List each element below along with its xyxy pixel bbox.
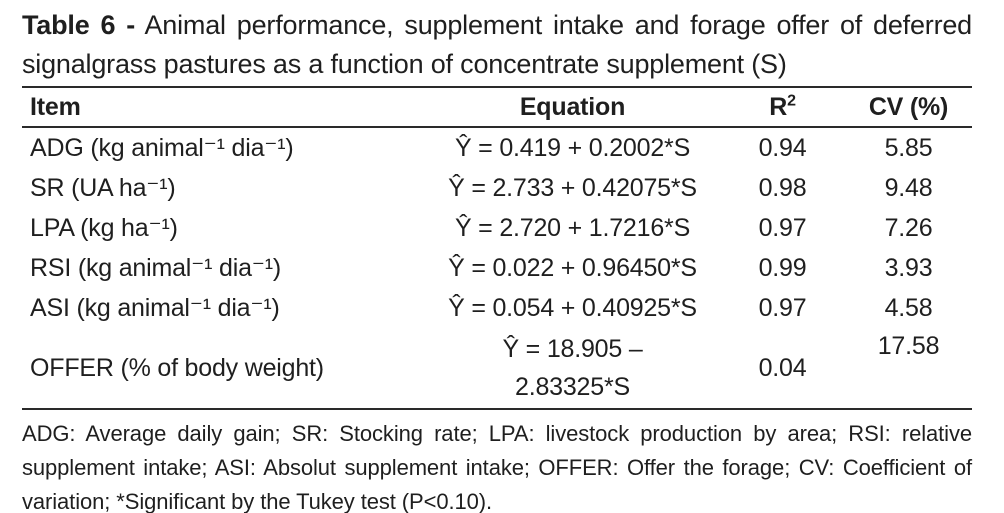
footnote-line-1: ADG: Average daily gain; SR: Stocking ra… — [22, 421, 972, 446]
r2-cell: 0.97 — [758, 293, 807, 322]
equation-cell: Ŷ = 18.905 – 2.83325*S — [502, 335, 643, 401]
caption-line-2: signalgrass pastures as a function of co… — [22, 49, 787, 79]
cv-cell: 4.58 — [884, 293, 933, 322]
r2-cell: 0.04 — [758, 353, 807, 382]
cv-cell: 7.26 — [884, 213, 933, 242]
table-row-asi: ASI (kg animal⁻¹ dia⁻¹) Ŷ = 0.054 + 0.40… — [22, 288, 972, 328]
item-cell: SR (UA ha⁻¹) — [30, 174, 176, 202]
header-equation: Equation — [425, 87, 720, 128]
equation-cell: Ŷ = 2.733 + 0.42075*S — [448, 174, 697, 202]
item-cell: RSI (kg animal⁻¹ dia⁻¹) — [30, 254, 282, 282]
r2-cell: 0.97 — [758, 213, 807, 242]
table-footnote: ADG: Average daily gain; SR: Stocking ra… — [22, 417, 972, 513]
table-row-lpa: LPA (kg ha⁻¹) Ŷ = 2.720 + 1.7216*S 0.97 … — [22, 208, 972, 248]
r2-cell: 0.94 — [758, 133, 807, 162]
table-row-rsi: RSI (kg animal⁻¹ dia⁻¹) Ŷ = 0.022 + 0.96… — [22, 248, 972, 288]
equation-cell: Ŷ = 0.419 + 0.2002*S — [454, 134, 691, 162]
table-row-adg: ADG (kg animal⁻¹ dia⁻¹) Ŷ = 0.419 + 0.20… — [22, 127, 972, 168]
r2-cell: 0.99 — [758, 253, 807, 282]
equation-cell: Ŷ = 2.720 + 1.7216*S — [454, 214, 691, 242]
header-r-squared: R2 — [720, 87, 845, 128]
item-cell: ADG (kg animal⁻¹ dia⁻¹) — [30, 134, 294, 162]
r-squared-base: R — [769, 92, 788, 121]
footnote-line-3: variation; *Significant by the Tukey tes… — [22, 489, 492, 513]
table-number-label: Table 6 - — [22, 10, 136, 40]
r2-cell: 0.98 — [758, 173, 807, 202]
footnote-line-2: supplement intake; ASI: Absolut suppleme… — [22, 455, 972, 480]
cv-cell: 17.58 — [877, 332, 940, 360]
equation-cell: Ŷ = 0.054 + 0.40925*S — [448, 294, 697, 322]
header-item: Item — [22, 87, 425, 128]
results-table: Item Equation R2 CV (%) ADG (kg animal⁻¹… — [22, 86, 972, 410]
table-caption: Table 6 - Animal performance, supplement… — [22, 6, 972, 84]
equation-cell: Ŷ = 0.022 + 0.96450*S — [448, 254, 697, 282]
caption-text: Animal performance, supplement intake an… — [144, 10, 973, 40]
table-row-offer: OFFER (% of body weight) Ŷ = 18.905 – 2.… — [22, 328, 972, 409]
header-row: Item Equation R2 CV (%) — [22, 87, 972, 128]
header-cv: CV (%) — [845, 87, 972, 128]
table-row-sr: SR (UA ha⁻¹) Ŷ = 2.733 + 0.42075*S 0.98 … — [22, 168, 972, 208]
item-cell: ASI (kg animal⁻¹ dia⁻¹) — [30, 294, 280, 322]
item-cell: LPA (kg ha⁻¹) — [30, 214, 178, 242]
cv-cell: 5.85 — [884, 133, 933, 162]
r-squared-superscript: 2 — [787, 92, 796, 110]
caption-line-1: Table 6 - Animal performance, supplement… — [22, 6, 972, 45]
cv-cell: 3.93 — [884, 253, 933, 282]
cv-cell: 9.48 — [884, 173, 933, 202]
item-cell: OFFER (% of body weight) — [30, 353, 324, 382]
